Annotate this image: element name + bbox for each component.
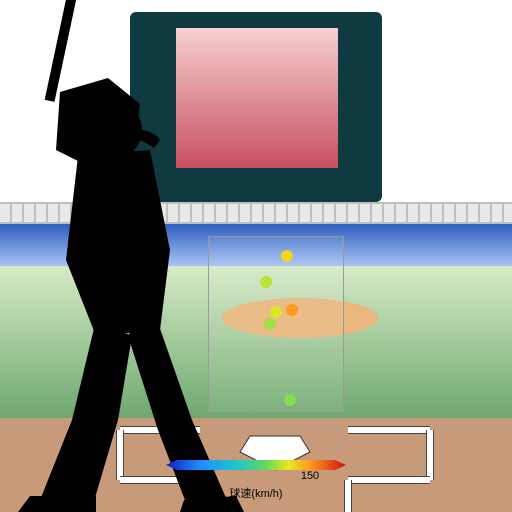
legend-label: 球速(km/h) (166, 485, 346, 501)
legend-ticks: 100 150 (166, 470, 346, 484)
batter-silhouette (0, 0, 512, 512)
legend-tick: 100 (181, 470, 199, 482)
legend-tick: 150 (301, 470, 319, 482)
legend-colorbar (166, 460, 346, 470)
chart-root: 100 150 球速(km/h) (0, 0, 512, 512)
velocity-legend: 100 150 球速(km/h) (166, 460, 346, 501)
